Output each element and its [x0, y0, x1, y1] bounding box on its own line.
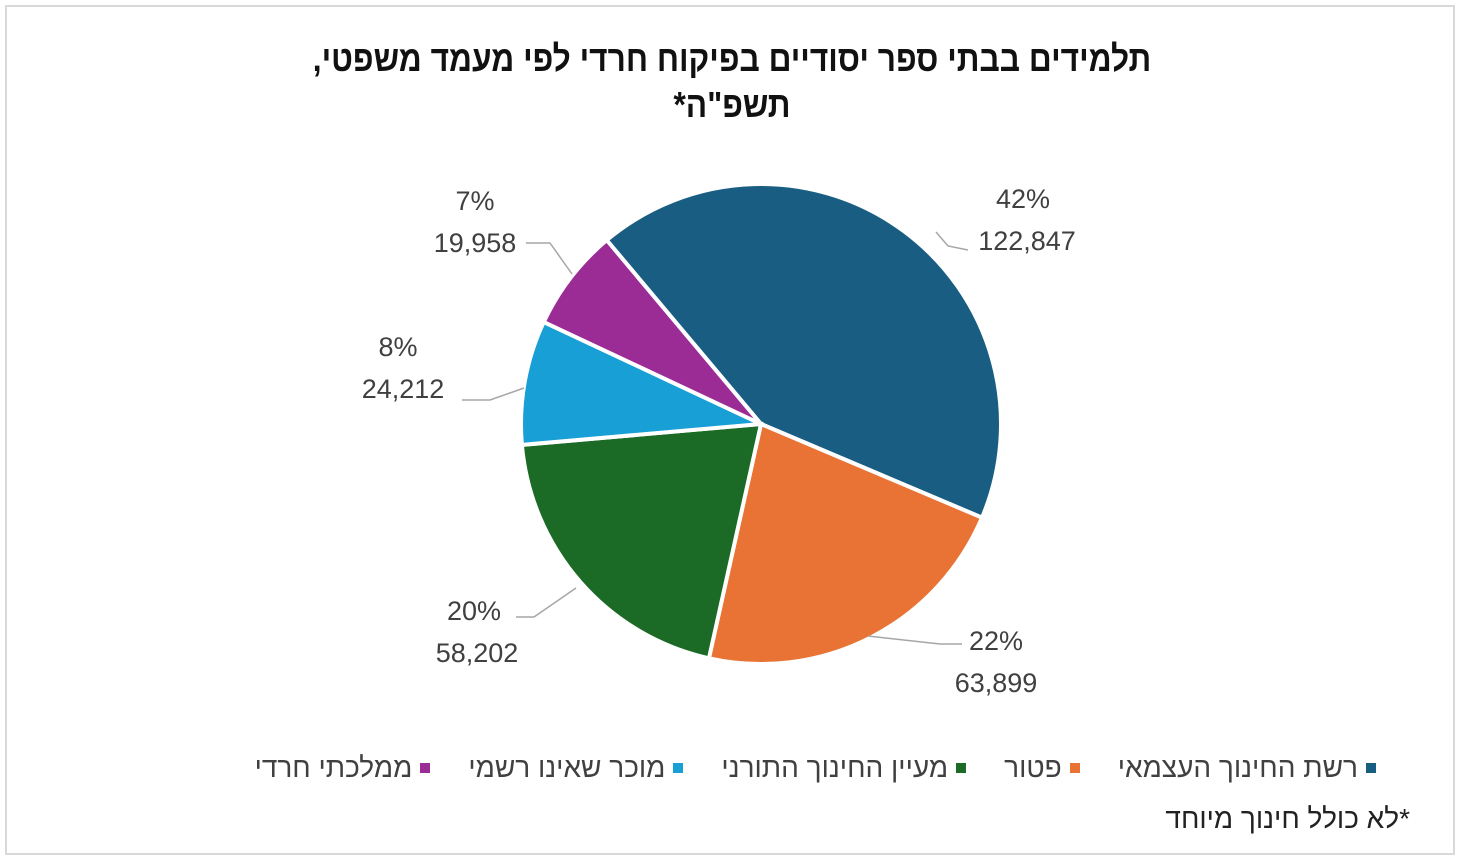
- legend-label: פטור: [1004, 752, 1062, 783]
- legend-item: מוכר שאינו רשמי: [468, 752, 684, 784]
- value-label: 63,899: [955, 668, 1038, 698]
- percent-label: 20%: [447, 596, 501, 626]
- leader-line: [462, 387, 525, 401]
- legend-item: מעיין החינוך התורני: [721, 752, 967, 784]
- title-line-1: תלמידים בבתי ספר יסודיים בפיקוח חרדי לפי…: [312, 38, 1152, 79]
- legend: רשת החינוך העצמאי פטור מעיין החינוך התורני…: [255, 752, 1376, 784]
- legend-label: ממלכתי חרדי: [254, 752, 413, 783]
- percent-label: 7%: [455, 186, 494, 216]
- legend-item: ממלכתי חרדי: [255, 752, 431, 784]
- legend-label: מעיין החינוך התורני: [721, 752, 949, 783]
- legend-item: פטור: [1004, 752, 1080, 784]
- title-line-2: תשפ"ה*: [673, 84, 791, 125]
- leader-line: [867, 635, 962, 645]
- percent-label: 42%: [996, 184, 1050, 214]
- percent-label: 22%: [969, 626, 1023, 656]
- pie-slice: [706, 421, 985, 666]
- legend-label: רשת החינוך העצמאי: [1117, 752, 1358, 783]
- value-label: 19,958: [434, 228, 517, 258]
- legend-swatch: [673, 763, 684, 773]
- percent-label: 8%: [378, 332, 417, 362]
- legend-swatch: [420, 763, 431, 773]
- value-label: 122,847: [978, 226, 1076, 256]
- legend-swatch: [1366, 763, 1376, 773]
- legend-swatch: [1069, 763, 1080, 773]
- footnote: *לא כולל חינוך מיוחד: [1165, 803, 1410, 834]
- chart-title: תלמידים בבתי ספר יסודיים בפיקוח חרדי לפי…: [88, 36, 1376, 128]
- pie-slice: [603, 182, 1003, 521]
- legend-swatch: [956, 763, 967, 773]
- value-label: 24,212: [362, 374, 445, 404]
- leader-line: [516, 587, 577, 618]
- pie-slice: [519, 319, 769, 448]
- legend-label: מוכר שאינו רשמי: [468, 752, 666, 783]
- pie-slice: [519, 421, 764, 661]
- value-label: 58,202: [436, 638, 519, 668]
- leader-line: [935, 231, 969, 251]
- chart-frame: [5, 5, 1455, 855]
- leader-line: [526, 242, 573, 275]
- pie-slice: [541, 237, 763, 426]
- legend-item: רשת החינוך העצמאי: [1118, 752, 1376, 784]
